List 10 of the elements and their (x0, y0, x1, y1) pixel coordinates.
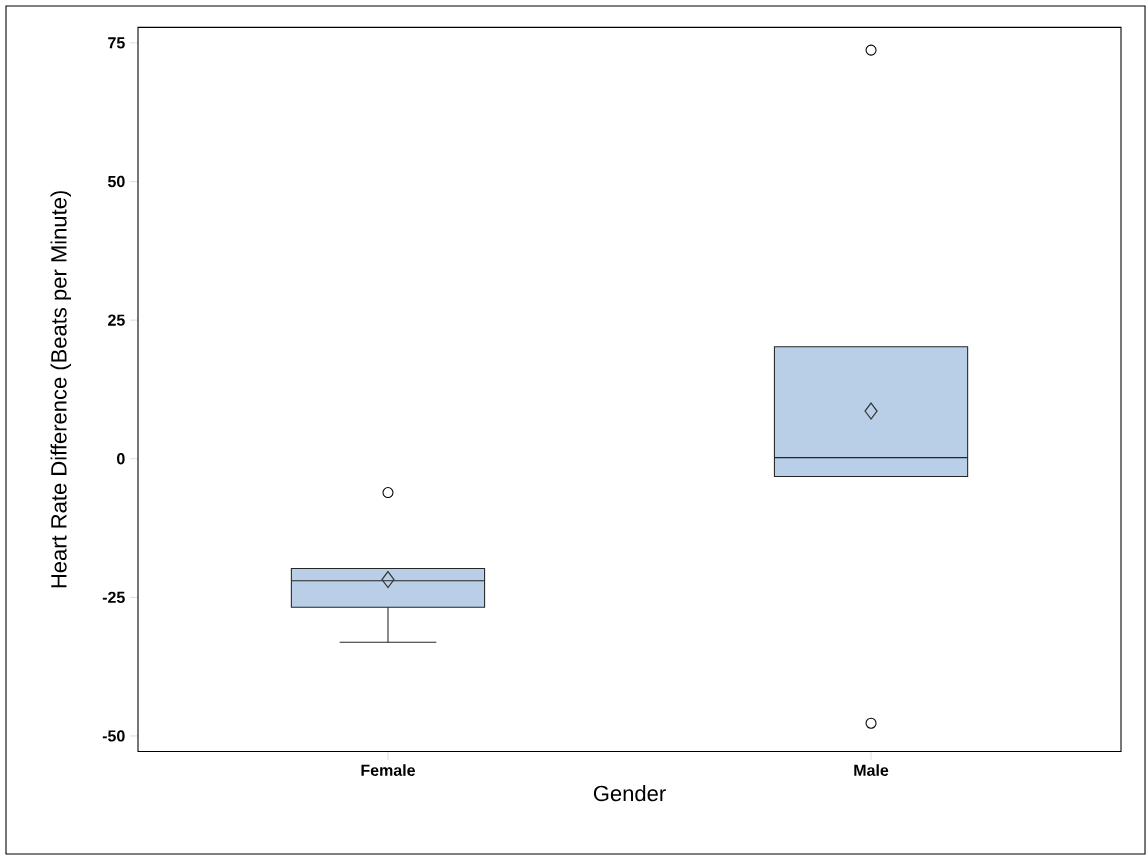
y-tick-label: 75 (108, 37, 125, 49)
y-tick-label: 50 (108, 175, 125, 188)
y-tick-label: -25 (102, 591, 125, 604)
y-tick-label: 25 (108, 314, 125, 326)
y-axis-title: Heart Rate Difference (Beats per Minute) (50, 191, 72, 588)
x-tick-label: Male (854, 764, 889, 776)
y-tick-label: 0 (117, 453, 125, 465)
x-axis-title: Gender (593, 785, 666, 802)
y-tick-label: -50 (102, 730, 125, 742)
x-tick-label: Female (361, 764, 415, 776)
